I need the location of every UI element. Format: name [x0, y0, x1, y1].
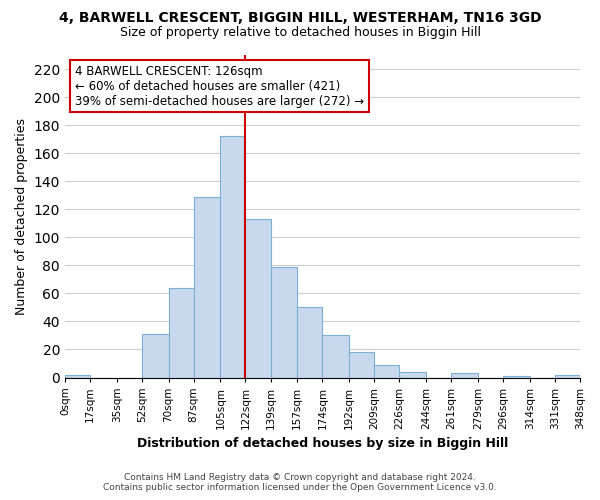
Bar	[322, 336, 349, 378]
Bar	[271, 266, 297, 378]
Text: Contains HM Land Registry data © Crown copyright and database right 2024.
Contai: Contains HM Land Registry data © Crown c…	[103, 473, 497, 492]
Text: Size of property relative to detached houses in Biggin Hill: Size of property relative to detached ho…	[119, 26, 481, 39]
Bar	[374, 365, 400, 378]
Bar	[194, 196, 220, 378]
Bar	[400, 372, 426, 378]
Bar	[297, 308, 322, 378]
Bar	[245, 219, 271, 378]
Bar	[169, 288, 194, 378]
Bar	[65, 374, 90, 378]
Bar	[220, 136, 245, 378]
Bar	[555, 374, 580, 378]
Y-axis label: Number of detached properties: Number of detached properties	[15, 118, 28, 315]
X-axis label: Distribution of detached houses by size in Biggin Hill: Distribution of detached houses by size …	[137, 437, 508, 450]
Text: 4 BARWELL CRESCENT: 126sqm
← 60% of detached houses are smaller (421)
39% of sem: 4 BARWELL CRESCENT: 126sqm ← 60% of deta…	[75, 64, 364, 108]
Bar	[451, 374, 478, 378]
Text: 4, BARWELL CRESCENT, BIGGIN HILL, WESTERHAM, TN16 3GD: 4, BARWELL CRESCENT, BIGGIN HILL, WESTER…	[59, 12, 541, 26]
Bar	[142, 334, 169, 378]
Bar	[349, 352, 374, 378]
Bar	[503, 376, 530, 378]
